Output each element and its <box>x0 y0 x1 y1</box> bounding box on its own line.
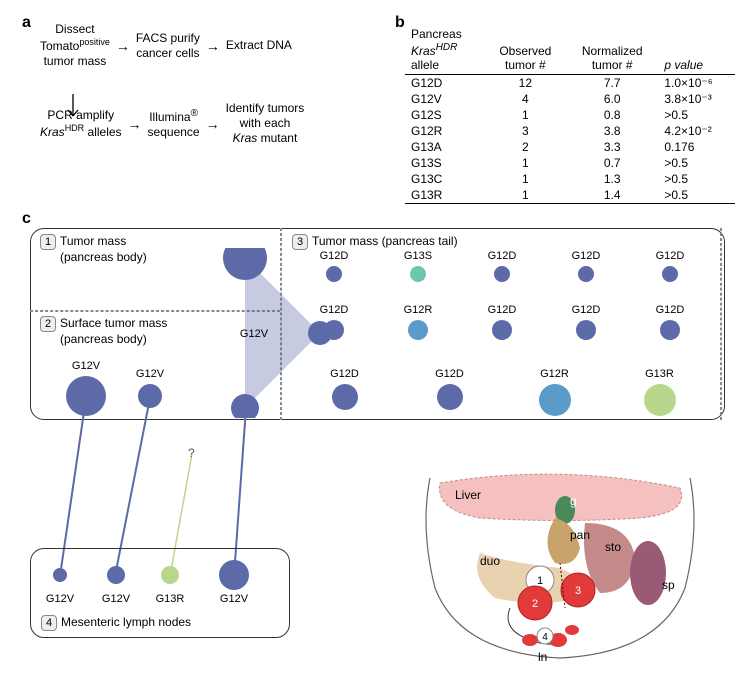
sto-label: sto <box>605 540 621 554</box>
r4-title: 4Mesenteric lymph nodes <box>41 615 191 631</box>
tumor-bubble <box>437 384 463 410</box>
th-pvalue: p value <box>658 26 735 75</box>
table-row: G12R33.84.2×10⁻² <box>405 123 735 139</box>
bubble-label: G12R <box>533 368 577 380</box>
fa-box-5: Illumina®sequence <box>148 108 200 140</box>
table-row: G13S10.7>0.5 <box>405 155 735 171</box>
panel-label-c: c <box>22 210 31 228</box>
tumor-bubble <box>332 384 358 410</box>
bubble-label: G13S <box>396 250 440 262</box>
bubble-label: G12D <box>648 250 692 262</box>
fa-box-3: Extract DNA <box>226 38 292 53</box>
fa-box-2: FACS purifycancer cells <box>136 31 200 61</box>
arrow-icon: → <box>206 38 220 54</box>
fa-box-1: DissectTomatopositivetumor mass <box>40 22 110 69</box>
tumor-bubble <box>492 320 512 340</box>
ln-bubble <box>107 566 125 584</box>
bubble-label: G13R <box>638 368 682 380</box>
bubble-label: G12D <box>564 304 608 316</box>
panel-label-a: a <box>22 14 31 32</box>
kras-table: PancreasKrasHDRallele Observedtumor # No… <box>405 26 735 204</box>
table-row: G13A23.30.176 <box>405 139 735 155</box>
bubble-label: G13R <box>148 593 192 605</box>
table-row: G13R11.4>0.5 <box>405 187 735 204</box>
arrow-icon: → <box>128 116 142 132</box>
bubble-label: G12D <box>564 250 608 262</box>
svg-text:1: 1 <box>537 575 543 587</box>
bubble-label: G12V <box>128 368 172 380</box>
bubble-label: G12D <box>648 304 692 316</box>
tumor-bubble <box>644 384 676 416</box>
tumor-bubble <box>408 320 428 340</box>
sp-label: sp <box>662 578 675 592</box>
pan-label: pan <box>570 528 590 542</box>
th-observed: Observedtumor # <box>485 26 566 75</box>
arrow-icon: → <box>116 38 130 54</box>
th-normalized: Normalizedtumor # <box>566 26 658 75</box>
fa-box-6: Identify tumorswith eachKras mutant <box>226 101 305 146</box>
ln-region-box: G12V G12V G13R G12V 4Mesenteric lymph nodes <box>30 548 290 638</box>
arrow-down-icon <box>58 94 88 124</box>
bubble-label: G12D <box>428 368 472 380</box>
tumor-bubble <box>578 266 594 282</box>
svg-text:2: 2 <box>532 598 538 610</box>
bubble-label: G12D <box>323 368 367 380</box>
tumor-bubble <box>326 266 342 282</box>
bubble-label: G12V <box>94 593 138 605</box>
table-row: G12S10.8>0.5 <box>405 107 735 123</box>
tumor-bubble <box>410 266 426 282</box>
duo-label: duo <box>480 554 500 568</box>
table-row: G12D127.71.0×10⁻⁶ <box>405 75 735 92</box>
panel-b-table: PancreasKrasHDRallele Observedtumor # No… <box>405 26 735 204</box>
panel-label-b: b <box>395 14 405 32</box>
g-label: g <box>570 494 577 508</box>
bubble-label: G12D <box>480 304 524 316</box>
anatomy-diagram: 1 2 3 4 Liver pan duo sto sp g ln <box>410 468 710 663</box>
bubble-label: G12R <box>396 304 440 316</box>
ln-bubble <box>219 560 249 590</box>
arrow-icon: → <box>206 116 220 132</box>
bubble-label: G12D <box>480 250 524 262</box>
table-row: G12V46.03.8×10⁻³ <box>405 91 735 107</box>
table-row: G13C11.3>0.5 <box>405 171 735 187</box>
dash-vert-2 <box>720 228 722 420</box>
r2-title: 2Surface tumor mass (pancreas body) <box>40 316 167 346</box>
ln-bubble <box>53 568 67 582</box>
th-allele: PancreasKrasHDRallele <box>405 26 485 75</box>
tumor-bubble <box>539 384 571 416</box>
ln-bubble <box>161 566 179 584</box>
tumor-bubble <box>660 320 680 340</box>
tumor-bubble <box>494 266 510 282</box>
bubble-label: G12V <box>212 593 256 605</box>
tumor-bubble <box>576 320 596 340</box>
bubble-label: G12V <box>38 593 82 605</box>
big-center-label: G12V <box>234 328 274 340</box>
svg-text:4: 4 <box>542 632 548 643</box>
svg-text:3: 3 <box>575 585 581 597</box>
tumor-bubble <box>662 266 678 282</box>
ln-label: ln <box>538 650 547 664</box>
panel-c: 1Tumor mass (pancreas body) 2Surface tum… <box>30 228 730 668</box>
r1-title: 1Tumor mass (pancreas body) <box>40 234 147 264</box>
bubble-label: G12V <box>64 360 108 372</box>
liver-label: Liver <box>455 488 481 502</box>
bubble-label: G12D <box>312 250 356 262</box>
tumor-bubble <box>324 320 344 340</box>
bubble-label: G12D <box>312 304 356 316</box>
panel-a-flowchart: DissectTomatopositivetumor mass → FACS p… <box>40 22 380 152</box>
question-mark: ? <box>188 446 195 460</box>
